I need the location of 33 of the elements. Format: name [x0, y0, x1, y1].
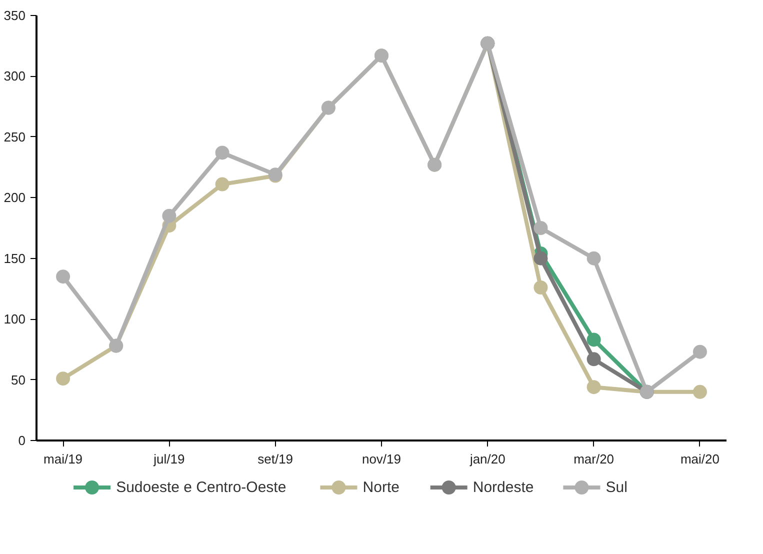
point [215, 146, 230, 160]
legend-label: Norte [362, 479, 400, 496]
x-tick-label: mai/19 [44, 452, 83, 466]
point [586, 332, 601, 347]
y-tick-label: 50 [11, 372, 26, 388]
legend-label: Sudoeste e Centro-Oeste [116, 479, 286, 496]
point [692, 384, 707, 399]
point [586, 352, 601, 366]
legend-label: Sul [606, 479, 628, 496]
point [586, 380, 601, 394]
point [534, 221, 548, 235]
y-tick-label: 300 [4, 68, 26, 84]
point [692, 344, 707, 359]
point [534, 251, 548, 266]
point [586, 251, 601, 266]
y-tick-label: 250 [4, 129, 26, 144]
legend-label: Nordeste [472, 479, 534, 496]
x-tick-label: mar/20 [574, 452, 614, 466]
x-tick-label: jul/19 [152, 452, 185, 466]
point [56, 372, 70, 386]
point [215, 177, 230, 192]
x-tick-label: nov/19 [362, 452, 402, 466]
x-tick-label: jan/20 [468, 452, 506, 466]
y-tick-label: 350 [4, 8, 26, 23]
point [56, 270, 70, 284]
x-tick-label: mai/20 [680, 452, 720, 466]
point [534, 280, 548, 294]
x-tick-label: set/19 [258, 452, 294, 466]
y-tick-label: 100 [4, 312, 26, 327]
y-tick-label: 0 [18, 433, 26, 448]
y-tick-label: 150 [4, 250, 26, 266]
y-tick-label: 200 [4, 190, 26, 206]
point [162, 208, 176, 223]
